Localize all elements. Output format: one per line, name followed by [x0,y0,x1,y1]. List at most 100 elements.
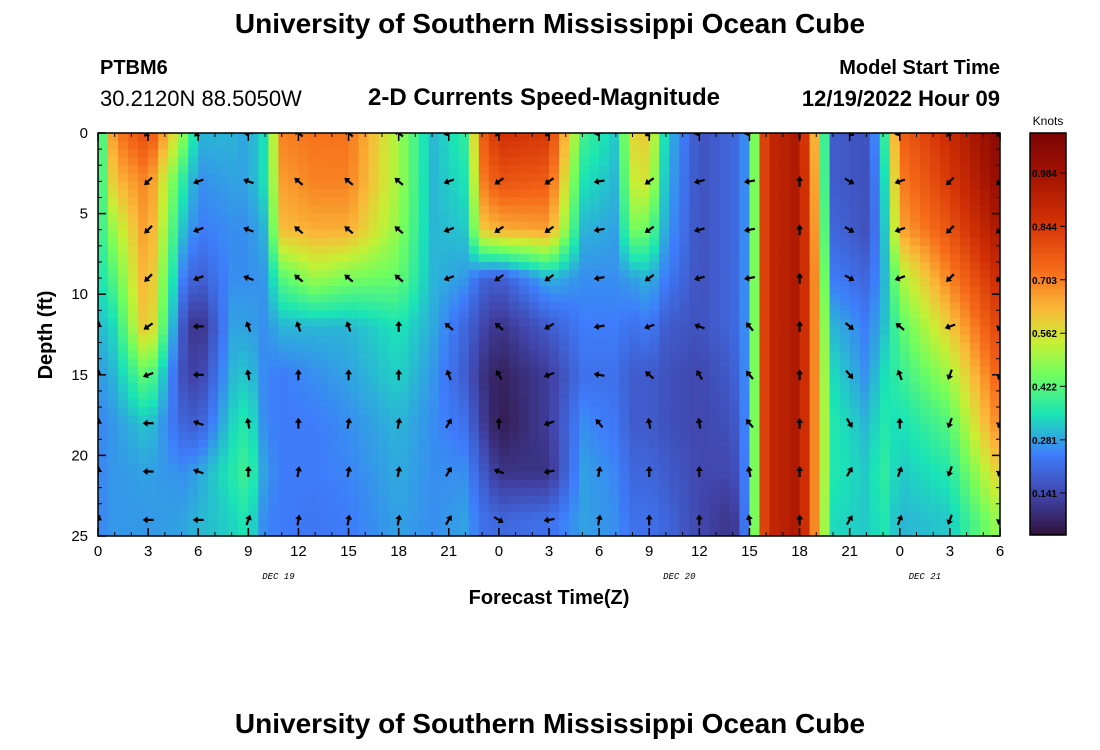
bottom-title: University of Southern Mississippi Ocean… [234,708,866,739]
current-arrow [946,273,955,282]
current-arrow [445,418,453,429]
current-arrow [243,226,254,233]
current-arrow [694,274,705,282]
current-arrow [645,514,653,526]
current-arrow [344,177,354,186]
current-arrow [294,274,304,283]
current-arrow [345,514,353,526]
x-tick-label: 3 [946,543,954,560]
current-arrow [544,322,555,330]
colorbar-tick-label: 0.422 [1032,382,1057,393]
x-tick-label: 12 [290,543,307,560]
current-arrow [694,178,705,185]
current-arrow [395,369,403,381]
colorbar [1029,132,1067,536]
current-arrow [944,323,956,330]
current-arrow [946,225,955,234]
current-arrow [142,419,154,427]
colorbar-tick-label: 0.281 [1032,436,1057,447]
current-arrow [144,225,153,234]
current-arrow [894,275,906,282]
current-arrow [243,274,254,282]
current-arrow [445,515,453,526]
current-arrow [796,272,804,284]
current-arrow [844,177,855,185]
colorbar-tick-label: 0.141 [1032,489,1057,500]
current-arrow [896,466,904,478]
x-axis-label: Forecast Time(Z) [469,587,630,609]
y-tick-label: 15 [71,367,88,384]
x-tick-label: 0 [94,543,102,560]
current-arrow [896,514,904,526]
current-arrow [192,322,204,330]
current-arrow [694,226,705,234]
current-arrow [996,227,1000,234]
current-arrow [593,323,605,330]
x-tick-label: 21 [841,543,858,560]
x-tick-label: 6 [595,543,603,560]
model-start-time: 12/19/2022 Hour 09 [801,86,1000,111]
current-arrow [192,371,204,379]
current-arrow [745,514,753,526]
current-arrow [193,226,204,234]
current-arrow [245,514,252,526]
current-arrow [192,516,204,524]
current-arrow [946,369,953,380]
current-arrow [695,417,703,429]
current-arrow [544,177,555,185]
y-tick-label: 20 [71,447,88,464]
current-arrow [294,177,304,186]
current-arrow [244,369,252,381]
current-arrow [294,226,304,235]
current-arrow [593,178,605,185]
current-arrow [294,369,302,381]
current-arrow [895,322,905,331]
current-arrow [543,420,555,427]
current-arrow [593,226,605,234]
current-arrow [645,466,653,477]
x-tick-label: 9 [244,543,252,560]
current-arrow [745,466,753,478]
current-arrow [344,226,354,235]
current-arrow [144,176,153,186]
y-tick-label: 5 [80,206,88,223]
current-arrow [696,370,704,381]
current-arrow [996,133,1000,137]
current-arrow [896,369,903,381]
current-arrow [946,514,953,525]
station-id: PTBM6 [100,57,168,79]
current-arrow [745,370,754,380]
current-arrow [295,514,302,526]
current-arrow [445,466,453,477]
current-arrow [445,369,452,381]
current-arrow [595,418,604,429]
current-arrow [744,274,756,282]
current-arrow [796,514,804,526]
current-arrow [595,514,603,526]
x-tick-label: 15 [340,543,357,560]
current-arrow [345,417,353,429]
x-tick-label: 6 [996,543,1004,560]
current-arrow [142,371,154,379]
speed-heatmap [98,133,1000,536]
current-arrow [745,322,754,332]
x-tick-label: 12 [691,543,708,560]
current-arrow [544,274,555,282]
current-arrow [544,225,555,233]
x-tick-label: 0 [896,543,904,560]
current-arrow [144,273,153,282]
current-arrow [593,274,605,282]
current-arrow [345,369,353,381]
main-title: University of Southern Mississippi Ocean… [234,8,866,39]
y-tick-label: 10 [71,286,88,303]
current-arrow [244,321,252,332]
current-arrow [745,418,754,429]
colorbar-tick-label: 0.844 [1032,222,1057,233]
current-arrow [645,371,655,380]
date-label: DEC 21 [909,572,941,582]
current-arrow [395,466,403,478]
current-arrow [395,320,403,332]
current-arrow [996,276,1000,282]
colorbar-ticks: 0.984 0.844 0.703 0.562 0.422 0.281 0.141 [1032,169,1066,500]
current-arrow [796,320,804,332]
